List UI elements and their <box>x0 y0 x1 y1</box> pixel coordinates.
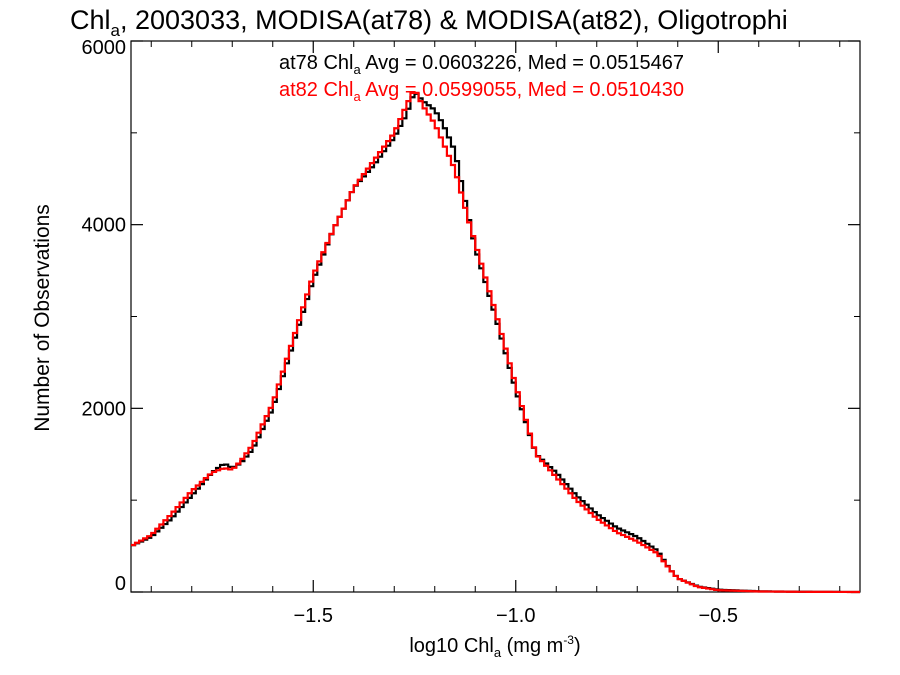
title-prefix: Chl <box>70 5 111 35</box>
x-label-superscript: -3 <box>563 633 574 647</box>
y-axis-label: Number of Observations <box>31 204 54 432</box>
y-tick-label: 6000 <box>82 37 127 59</box>
series-at78-line <box>131 92 860 594</box>
annotation-at78-subscript: a <box>354 62 362 77</box>
x-axis-label: log10 Chla (mg m-3) <box>409 633 580 660</box>
x-label-mid: (mg m <box>501 635 563 657</box>
y-tick-label: 4000 <box>82 215 127 237</box>
annotation-at82-subscript: a <box>354 89 362 104</box>
y-tick-label: 2000 <box>82 398 127 420</box>
annotation-at78-label: at78 Chl <box>279 52 354 74</box>
series-layer <box>131 91 860 594</box>
series-at82-line <box>131 91 860 594</box>
axis-ticks: −1.5 −1.0 −0.5 0 2000 4000 6000 <box>82 37 860 627</box>
annotation-at78-text: Avg = 0.0603226, Med = 0.0515467 <box>361 52 684 74</box>
annotation-at78: at78 Chla Avg = 0.0603226, Med = 0.05154… <box>279 52 684 77</box>
annotation-at82-text: Avg = 0.0599055, Med = 0.0510430 <box>361 79 684 101</box>
x-label-subscript: a <box>494 645 502 660</box>
annotation-at82: at82 Chla Avg = 0.0599055, Med = 0.05104… <box>279 79 684 104</box>
annotation-at82-label: at82 Chl <box>279 79 354 101</box>
chart-title: Chla, 2003033, MODISA(at78) & MODISA(at8… <box>70 5 788 40</box>
title-rest: , 2003033, MODISA(at78) & MODISA(at82), … <box>120 5 788 35</box>
x-tick-label: −1.0 <box>496 605 535 627</box>
x-tick-label: −1.5 <box>294 605 333 627</box>
y-tick-label: 0 <box>115 573 126 595</box>
x-tick-label: −0.5 <box>699 605 738 627</box>
x-label-suffix: ) <box>574 635 581 657</box>
title-subscript: a <box>111 21 121 40</box>
x-label-prefix: log10 Chl <box>409 635 494 657</box>
